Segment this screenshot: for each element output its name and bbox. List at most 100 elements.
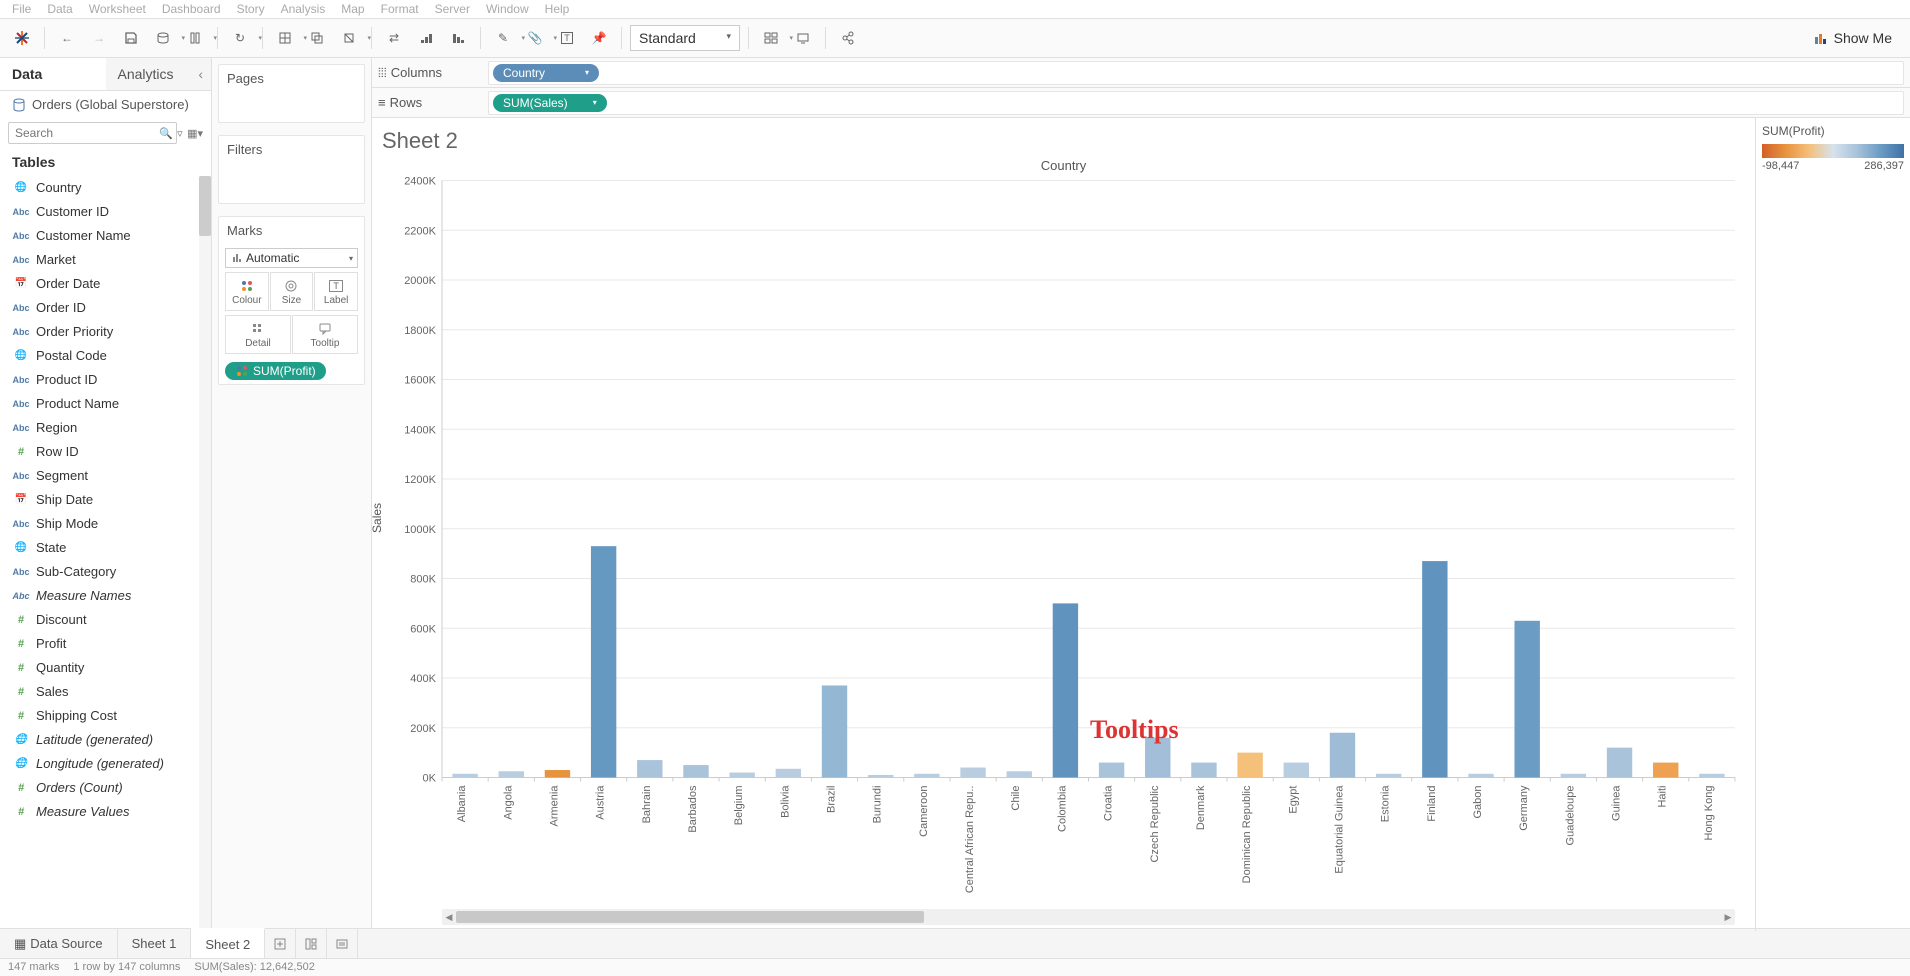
highlight-icon[interactable]: ✎ bbox=[489, 24, 517, 52]
presentation-icon[interactable] bbox=[789, 24, 817, 52]
bar[interactable] bbox=[1284, 763, 1309, 778]
bar[interactable] bbox=[1237, 753, 1262, 778]
menu-analysis[interactable]: Analysis bbox=[281, 2, 326, 16]
bar[interactable] bbox=[1561, 774, 1586, 778]
field-sub-category[interactable]: AbcSub-Category bbox=[0, 560, 211, 584]
pages-shelf[interactable]: Pages bbox=[218, 64, 365, 123]
bar[interactable] bbox=[1514, 621, 1539, 778]
bar[interactable] bbox=[1376, 774, 1401, 778]
field-shipping-cost[interactable]: #Shipping Cost bbox=[0, 704, 211, 728]
clear-icon[interactable] bbox=[335, 24, 363, 52]
field-sales[interactable]: #Sales bbox=[0, 680, 211, 704]
bar[interactable] bbox=[1607, 748, 1632, 778]
share-icon[interactable] bbox=[834, 24, 862, 52]
field-customer-id[interactable]: AbcCustomer ID bbox=[0, 200, 211, 224]
bar[interactable] bbox=[1468, 774, 1493, 778]
field-customer-name[interactable]: AbcCustomer Name bbox=[0, 224, 211, 248]
bar[interactable] bbox=[1099, 763, 1124, 778]
filters-shelf[interactable]: Filters bbox=[218, 135, 365, 204]
field-orders-count-[interactable]: #Orders (Count) bbox=[0, 776, 211, 800]
colour-pill[interactable]: SUM(Profit) bbox=[225, 362, 326, 380]
menu-map[interactable]: Map bbox=[341, 2, 364, 16]
bar[interactable] bbox=[683, 765, 708, 777]
scrollbar-track[interactable] bbox=[199, 176, 211, 928]
bar[interactable] bbox=[637, 760, 662, 777]
bar[interactable] bbox=[776, 769, 801, 778]
field-ship-date[interactable]: 📅Ship Date bbox=[0, 488, 211, 512]
field-product-name[interactable]: AbcProduct Name bbox=[0, 392, 211, 416]
field-country[interactable]: 🌐Country bbox=[0, 176, 211, 200]
field-quantity[interactable]: #Quantity bbox=[0, 656, 211, 680]
duplicate-icon[interactable] bbox=[303, 24, 331, 52]
bar[interactable] bbox=[914, 774, 939, 778]
field-state[interactable]: 🌐State bbox=[0, 536, 211, 560]
h-scrollbar[interactable]: ◀ ▶ bbox=[442, 909, 1735, 925]
sort-asc-icon[interactable] bbox=[412, 24, 440, 52]
new-worksheet-icon[interactable] bbox=[271, 24, 299, 52]
bar[interactable] bbox=[729, 773, 754, 778]
new-worksheet-tab-icon[interactable] bbox=[265, 929, 296, 958]
tab-data-source[interactable]: ▦Data Source bbox=[0, 929, 118, 958]
marks-size[interactable]: Size bbox=[270, 272, 314, 311]
show-me-button[interactable]: Show Me bbox=[1814, 30, 1902, 46]
field-row-id[interactable]: #Row ID bbox=[0, 440, 211, 464]
bar[interactable] bbox=[1007, 771, 1032, 777]
bar[interactable] bbox=[1653, 763, 1678, 778]
marks-type-select[interactable]: Automatic bbox=[225, 248, 358, 268]
bar[interactable] bbox=[1422, 561, 1447, 777]
legend-gradient[interactable] bbox=[1762, 144, 1904, 158]
columns-pill[interactable]: Country▾ bbox=[493, 64, 599, 82]
field-order-id[interactable]: AbcOrder ID bbox=[0, 296, 211, 320]
bar[interactable] bbox=[868, 775, 893, 777]
sheet-tab-1[interactable]: Sheet 1 bbox=[118, 929, 192, 958]
bar[interactable] bbox=[960, 768, 985, 778]
pin-icon[interactable]: 📌 bbox=[585, 24, 613, 52]
new-story-tab-icon[interactable] bbox=[327, 929, 358, 958]
new-datasource-icon[interactable] bbox=[149, 24, 177, 52]
field-measure-names[interactable]: AbcMeasure Names bbox=[0, 584, 211, 608]
field-segment[interactable]: AbcSegment bbox=[0, 464, 211, 488]
field-product-id[interactable]: AbcProduct ID bbox=[0, 368, 211, 392]
new-dashboard-tab-icon[interactable] bbox=[296, 929, 327, 958]
field-profit[interactable]: #Profit bbox=[0, 632, 211, 656]
chart[interactable]: Sales 0K200K400K600K800K1000K1200K1400K1… bbox=[382, 173, 1745, 909]
menu-file[interactable]: File bbox=[12, 2, 31, 16]
marks-detail[interactable]: Detail bbox=[225, 315, 291, 354]
field-postal-code[interactable]: 🌐Postal Code bbox=[0, 344, 211, 368]
view-icon[interactable]: ▦▾ bbox=[187, 124, 203, 142]
bar[interactable] bbox=[822, 685, 847, 777]
sort-desc-icon[interactable] bbox=[444, 24, 472, 52]
field-order-date[interactable]: 📅Order Date bbox=[0, 272, 211, 296]
bar[interactable] bbox=[452, 774, 477, 778]
pause-icon[interactable] bbox=[181, 24, 209, 52]
refresh-icon[interactable]: ↻ bbox=[226, 24, 254, 52]
field-order-priority[interactable]: AbcOrder Priority bbox=[0, 320, 211, 344]
filter-icon[interactable]: ▿ bbox=[177, 124, 183, 142]
field-latitude-generated-[interactable]: 🌐Latitude (generated) bbox=[0, 728, 211, 752]
scrollbar-thumb[interactable] bbox=[199, 176, 211, 236]
marks-tooltip[interactable]: Tooltip bbox=[292, 315, 358, 354]
tab-data[interactable]: Data bbox=[0, 58, 106, 90]
cards-icon[interactable] bbox=[757, 24, 785, 52]
bar[interactable] bbox=[1191, 763, 1216, 778]
bar[interactable] bbox=[1699, 774, 1724, 778]
bar[interactable] bbox=[1145, 738, 1170, 778]
tab-analytics[interactable]: Analytics bbox=[106, 58, 212, 90]
save-icon[interactable] bbox=[117, 24, 145, 52]
bar[interactable] bbox=[1053, 603, 1078, 777]
menu-data[interactable]: Data bbox=[47, 2, 72, 16]
swap-icon[interactable]: ⇄ bbox=[380, 24, 408, 52]
field-market[interactable]: AbcMarket bbox=[0, 248, 211, 272]
field-region[interactable]: AbcRegion bbox=[0, 416, 211, 440]
menu-window[interactable]: Window bbox=[486, 2, 529, 16]
rows-shelf[interactable]: ≡Rows SUM(Sales)▾ bbox=[372, 88, 1910, 118]
menu-worksheet[interactable]: Worksheet bbox=[89, 2, 146, 16]
menu-story[interactable]: Story bbox=[237, 2, 265, 16]
field-ship-mode[interactable]: AbcShip Mode bbox=[0, 512, 211, 536]
menu-format[interactable]: Format bbox=[381, 2, 419, 16]
bar[interactable] bbox=[591, 546, 616, 777]
menu-dashboard[interactable]: Dashboard bbox=[162, 2, 221, 16]
rows-pill[interactable]: SUM(Sales)▾ bbox=[493, 94, 607, 112]
menu-server[interactable]: Server bbox=[435, 2, 470, 16]
h-scroll-thumb[interactable] bbox=[456, 911, 924, 923]
